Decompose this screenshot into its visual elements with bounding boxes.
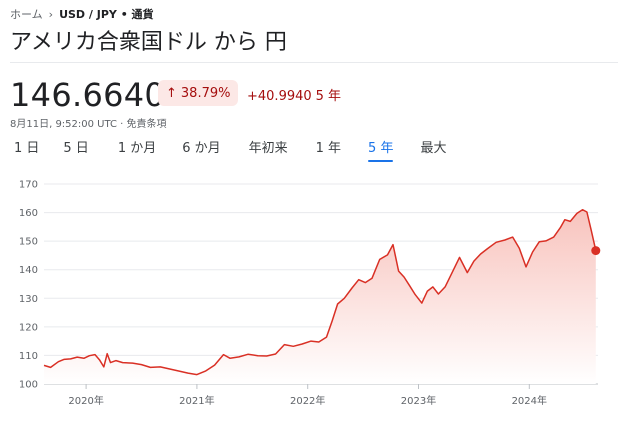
y-tick-label: 130 (19, 294, 38, 305)
current-price-marker (591, 246, 601, 256)
breadcrumb-current: USD / JPY • 通貨 (59, 8, 154, 21)
price-line (43, 208, 597, 376)
tab-5y[interactable]: 5 年 (368, 137, 394, 162)
change-absolute-value: +40.9940 (247, 89, 312, 104)
change-period: 5 年 (315, 89, 342, 104)
x-tick-label: 2020年 (68, 394, 103, 407)
change-percent-badge: ↑ 38.79% (158, 80, 239, 106)
tab-6m[interactable]: 6 か月 (182, 141, 221, 156)
y-tick-label: 110 (19, 351, 38, 362)
y-tick-label: 160 (19, 208, 38, 219)
chevron-right-icon: › (48, 7, 54, 21)
x-tick-label: 2023年 (401, 394, 436, 407)
tab-1m[interactable]: 1 か月 (117, 141, 157, 156)
tab-max[interactable]: 最大 (420, 141, 447, 156)
y-tick-label: 170 (19, 180, 38, 191)
tab-1y[interactable]: 1 年 (315, 141, 342, 156)
price-chart[interactable]: 100 110 120 130 140 150 160 170 2020年 2021年 2022年… (0, 170, 618, 424)
tab-ytd[interactable]: 年初来 (248, 141, 288, 156)
price-area (44, 209, 596, 384)
change-percent: 38.79% (180, 85, 231, 101)
y-tick-label: 100 (19, 380, 38, 391)
x-axis-labels: 2020年 2021年 2022年 2023年 2024年 (68, 384, 547, 407)
y-tick-label: 150 (19, 237, 38, 248)
current-price: 146.6640 (10, 76, 166, 114)
breadcrumb: ホーム › USD / JPY • 通貨 (10, 6, 154, 22)
breadcrumb-home-link[interactable]: ホーム (10, 8, 43, 21)
y-axis-labels: 100 110 120 130 140 150 160 170 (19, 180, 38, 391)
range-tabs: 1 日 5 日 1 か月 6 か月 年初来 1 年 5 年 最大 (14, 137, 446, 162)
quote-timestamp[interactable]: 8月11日, 9:52:00 UTC · 免責条項 (10, 119, 167, 130)
page-title: アメリカ合衆国ドル から 円 (10, 30, 287, 55)
tab-1d[interactable]: 1 日 (14, 141, 40, 156)
arrow-up-icon: ↑ (166, 85, 177, 101)
x-tick-label: 2024年 (512, 394, 547, 407)
x-tick-label: 2021年 (179, 394, 214, 407)
change-absolute: +40.9940 5 年 (243, 85, 341, 104)
tab-5d[interactable]: 5 日 (63, 141, 89, 156)
divider (10, 62, 618, 63)
y-tick-label: 120 (19, 322, 38, 333)
x-tick-label: 2022年 (290, 394, 325, 407)
y-tick-label: 140 (19, 265, 38, 276)
